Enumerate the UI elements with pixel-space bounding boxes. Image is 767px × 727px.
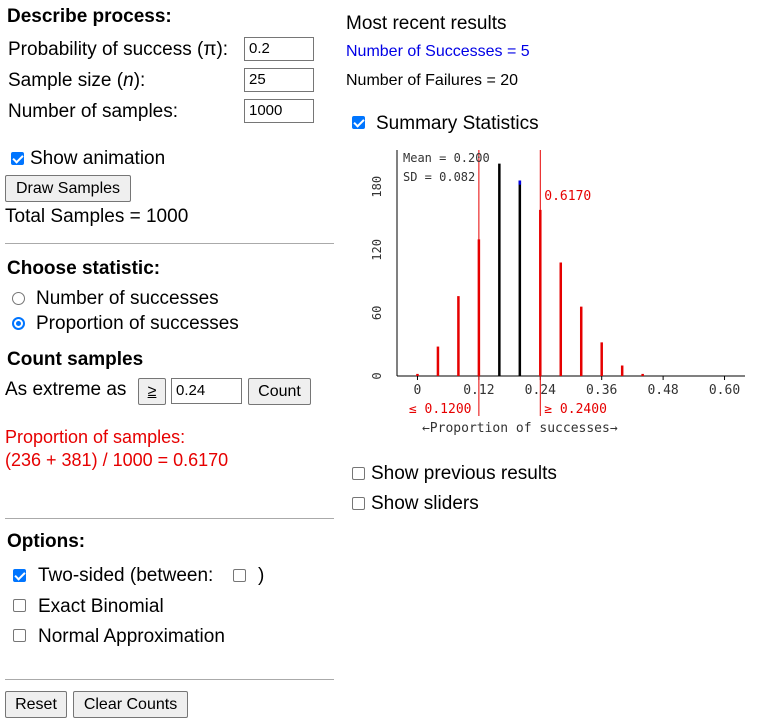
choose-statistic-heading: Choose statistic: [7,258,161,279]
proportion-of-successes-label: Proportion of successes [36,313,239,334]
y-tick-label: 180 [370,176,384,198]
sample-size-input[interactable]: 25 [244,68,314,92]
show-previous-results-label: Show previous results [371,463,557,484]
two-sided-label: Two-sided (between: [38,565,214,586]
show-animation-label: Show animation [30,148,166,169]
describe-heading: Describe process: [7,6,172,27]
two-sided-checkbox[interactable] [13,569,26,582]
reset-button[interactable]: Reset [5,691,67,718]
options-heading: Options: [7,531,86,552]
normal-approximation-label: Normal Approximation [38,626,225,647]
probability-input[interactable]: 0.2 [244,37,314,61]
most-recent-results-heading: Most recent results [346,13,507,34]
probability-label-end: ): [216,39,229,60]
probability-label: Probability of success (π): [8,39,228,61]
sample-size-label: Sample size (n): [8,70,145,92]
draw-samples-button[interactable]: Draw Samples [5,175,131,202]
count-samples-heading: Count samples [7,349,144,370]
count-threshold-input[interactable]: 0.24 [171,378,242,404]
pi-symbol: π [203,39,217,60]
show-previous-results-checkbox[interactable] [352,467,365,480]
x-tick-label: 0.48 [647,383,678,398]
x-axis-title: ←Proportion of successes→ [422,421,618,436]
sample-size-label-end: ): [133,70,146,91]
x-tick-label: 0.60 [709,383,740,398]
num-samples-input[interactable]: 1000 [244,99,314,123]
probability-label-text: Probability of success ( [8,39,204,60]
count-button[interactable]: Count [248,378,311,405]
proportion-result-value: (236 + 381) / 1000 = 0.6170 [5,450,229,470]
num-samples-label: Number of samples: [8,101,179,122]
proportion-result-label: Proportion of samples: [5,427,186,447]
summary-statistics-checkbox[interactable] [352,116,365,129]
x-tick-label: 0 [414,383,422,398]
y-tick-label: 0 [370,372,384,379]
show-sliders-checkbox[interactable] [352,497,365,510]
number-of-successes-label: Number of successes [36,288,219,309]
divider [5,679,334,680]
normal-approximation-checkbox[interactable] [13,629,26,642]
exact-binomial-checkbox[interactable] [13,599,26,612]
clear-counts-button[interactable]: Clear Counts [73,691,188,718]
divider [5,243,334,244]
mean-annotation: Mean = 0.200 [403,151,490,165]
between-checkbox[interactable] [233,569,246,582]
number-of-successes-result: Number of Successes = 5 [346,43,530,60]
x-tick-label: 0.36 [586,383,617,398]
upper-cutoff-label: ≥ 0.2400 [544,402,607,417]
proportion-of-successes-radio[interactable] [12,317,25,330]
two-sided-close-paren: ) [258,565,265,586]
y-tick-label: 60 [370,306,384,320]
show-sliders-label: Show sliders [371,493,479,514]
sd-annotation: SD = 0.082 [403,170,475,184]
proportion-annotation: 0.6170 [544,189,591,204]
lower-cutoff-label: ≤ 0.1200 [409,402,472,417]
operator-button[interactable]: ≥ [138,378,166,405]
exact-binomial-label: Exact Binomial [38,596,164,617]
number-of-failures-result: Number of Failures = 20 [346,72,519,89]
as-extreme-label: As extreme as [5,379,127,400]
show-animation-checkbox[interactable] [11,152,24,165]
y-tick-label: 120 [370,239,384,261]
summary-statistics-label: Summary Statistics [376,113,539,134]
number-of-successes-radio[interactable] [12,292,25,305]
total-samples: Total Samples = 1000 [5,206,189,227]
divider [5,518,334,519]
sample-size-label-text: Sample size ( [8,70,124,91]
n-symbol: n [123,70,134,91]
